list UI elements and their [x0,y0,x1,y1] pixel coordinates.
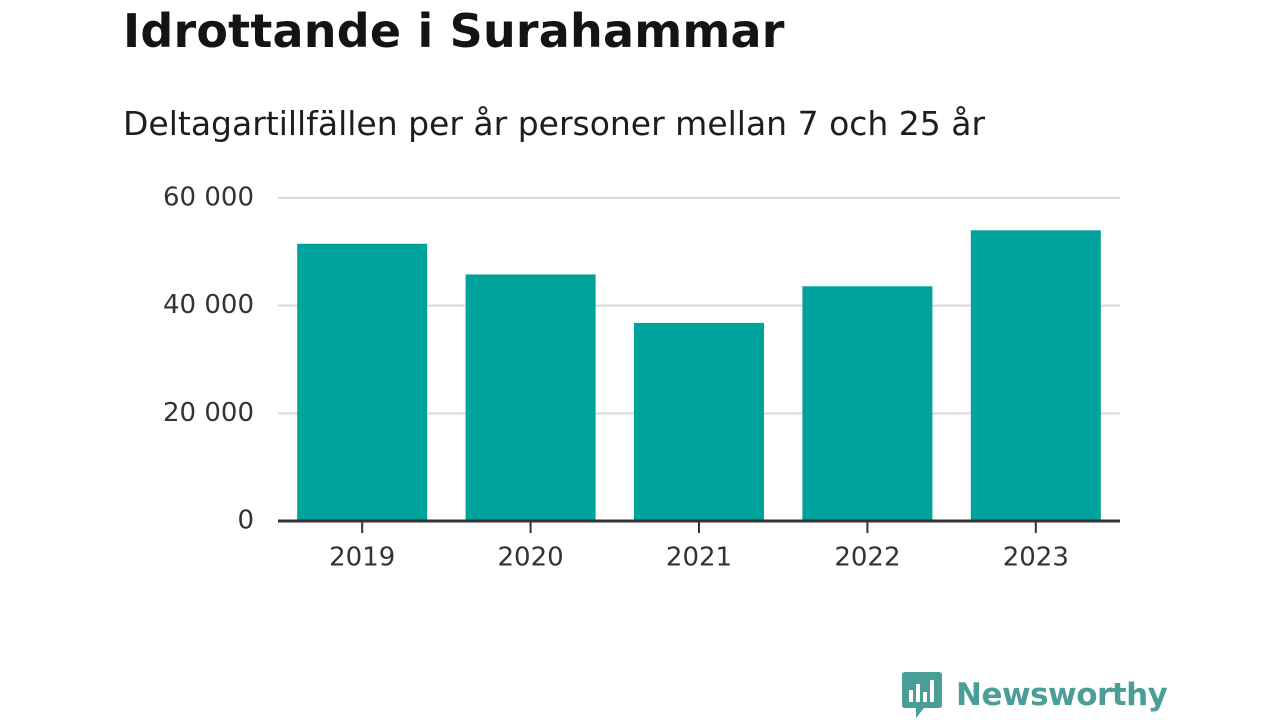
bar-2023 [970,230,1101,522]
y-tick-label: 40 000 [163,290,254,320]
bars [297,230,1101,522]
x-axis [278,519,1120,533]
brand-logo: Newsworthy [902,670,1168,720]
x-tick-label: 2020 [498,543,564,573]
x-tick-label: 2019 [329,543,395,573]
y-tick-label: 0 [237,506,254,536]
newsworthy-logo-icon [902,672,942,718]
bar-2019 [297,243,428,521]
y-tick-label: 60 000 [163,183,254,213]
y-tick-labels: 0 20 000 40 000 60 000 [163,183,254,536]
brand-name: Newsworthy [956,677,1168,713]
x-tick-label: 2021 [666,543,732,573]
x-tick-label: 2023 [1003,543,1069,573]
x-tick-label: 2022 [834,543,900,573]
bar-chart: 0 20 000 40 000 60 000 2019 2020 2021 2022 2023 [163,183,1120,573]
chart-title: Idrottande i Surahammar [123,4,785,58]
y-tick-label: 20 000 [163,398,254,428]
bar-2021 [634,322,764,521]
chart-subtitle: Deltagartillfällen per år personer mella… [123,104,986,143]
x-tick-labels: 2019 2020 2021 2022 2023 [329,543,1069,573]
bar-2022 [802,286,933,521]
bar-2020 [465,274,596,521]
